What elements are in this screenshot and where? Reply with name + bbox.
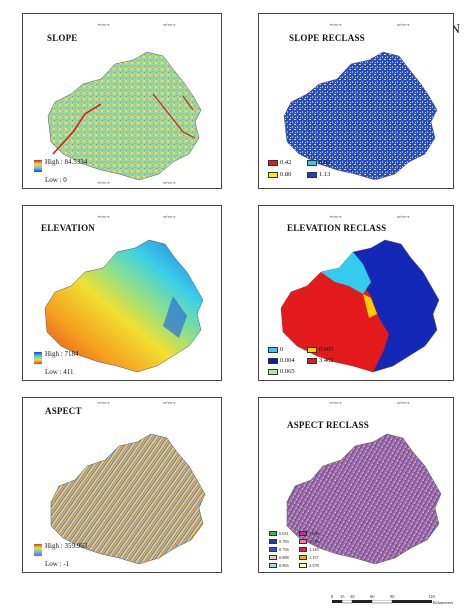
coord-label: 80°0'0"E [397,23,410,27]
legend-label: 2.578 [309,563,319,568]
aspect-reclass-panel: ASPECT RECLASS 78°0'0"E 80°0'0"E 0.631 1… [258,397,454,573]
legend-swatch [307,347,317,353]
coord-label: 80°0'0"E [163,23,176,27]
legend-label: 0.631 [279,531,289,536]
coord-label: 78°0'0"E [97,215,110,219]
legend-high: High : 7184 [45,350,79,358]
legend-label: 0.80 [280,171,292,178]
coord-label: 80°0'0"E [397,215,410,219]
legend-swatch [268,172,278,178]
elevation-map [44,239,204,373]
coord-label: 78°0'0"E [97,23,110,27]
coord-label: 80°0'0"E [163,181,176,185]
legend-swatch [307,358,317,364]
legend-low: Low : 0 [45,176,67,184]
elevation-gradient [34,352,42,364]
legend-swatch [268,358,278,364]
panel-title: ELEVATION RECLASS [287,223,387,233]
legend-swatch [269,531,277,536]
legend-label: 1.13 [319,171,331,178]
legend-swatch [269,555,277,560]
legend-swatch [299,539,307,544]
slope-reclass-map [283,51,438,181]
legend-low: Low : -1 [45,560,70,568]
legend-label: 1.118 [309,539,319,544]
legend-label: 0.756 [279,547,289,552]
scale-tick: 15 [340,594,345,599]
legend-swatch [268,160,278,166]
scale-bar-graphic [332,600,432,604]
coord-label: 78°0'0"E [329,215,342,219]
legend-label: 0.065 [280,368,295,375]
legend-swatch [307,172,317,178]
scale-tick: 90 [390,594,395,599]
scale-tick: 30 [350,594,355,599]
panel-title: ELEVATION [41,223,95,233]
legend-label: 1.145 [309,547,319,552]
legend-label: 0.004 [280,357,295,364]
legend-swatch [299,555,307,560]
scale-unit: Kilometers [433,600,453,605]
legend-label: 0.965 [279,563,289,568]
legend-swatch [268,347,278,353]
legend-swatch [269,547,277,552]
slope-map [47,51,202,181]
scale-bar: 0 15 30 60 90 120 Kilometers [331,594,453,608]
elevation-reclass-map [280,239,440,373]
legend-label: 0.783 [279,539,289,544]
legend-swatch [299,563,307,568]
elevation-panel: ELEVATION 78°0'0"E 80°0'0"E High : 7184 … [22,205,222,381]
north-label: N [450,22,461,37]
slope-gradient [34,160,42,172]
scale-tick: 0 [331,594,334,599]
slope-reclass-panel: SLOPE RECLASS 78°0'0"E 80°0'0"E 0.42 0.8… [258,13,454,189]
coord-label: 78°0'0"E [329,23,342,27]
coord-label: 78°0'0"E [97,181,110,185]
aspect-map [50,433,206,565]
coord-label: 78°0'0"E [329,401,342,405]
legend-swatch [269,563,277,568]
elevation-reclass-panel: ELEVATION RECLASS 78°0'0"E 80°0'0"E 0 0.… [258,205,454,381]
legend-low: Low : 411 [45,368,74,376]
legend-swatch [307,160,317,166]
aspect-reclass-map [286,433,442,565]
slope-panel: SLOPE 78°0'0"E 80°0'0"E 78°0'0"E 80°0'0"… [22,13,222,189]
legend-label: 0.42 [280,159,292,166]
aspect-panel: ASPECT 78°0'0"E 80°0'0"E High : 359.963 … [22,397,222,573]
panel-title: ASPECT [45,406,82,416]
coord-label: 80°0'0"E [163,401,176,405]
legend-swatch [268,369,278,375]
panel-title: SLOPE [47,33,78,43]
coord-label: 78°0'0"E [97,401,110,405]
aspect-gradient [34,544,42,556]
legend-label: 0 [280,346,284,353]
panel-title: SLOPE RECLASS [289,33,365,43]
legend-label: 0.603 [319,346,334,353]
legend-high: High : 84.5334 [45,158,88,166]
legend-label: 0.888 [279,555,289,560]
scale-tick: 120 [428,594,435,599]
legend-label: 1.157 [309,555,319,560]
legend-label: 3.402 [319,357,334,364]
legend-high: High : 359.963 [45,542,88,550]
coord-label: 80°0'0"E [397,401,410,405]
scale-tick: 60 [370,594,375,599]
legend-label: 0.80 [319,159,331,166]
legend-swatch [269,539,277,544]
legend-swatch [299,547,307,552]
legend-swatch [299,531,307,536]
legend-label: 1.038 [309,531,319,536]
coord-label: 80°0'0"E [163,215,176,219]
panel-title: ASPECT RECLASS [287,420,369,430]
